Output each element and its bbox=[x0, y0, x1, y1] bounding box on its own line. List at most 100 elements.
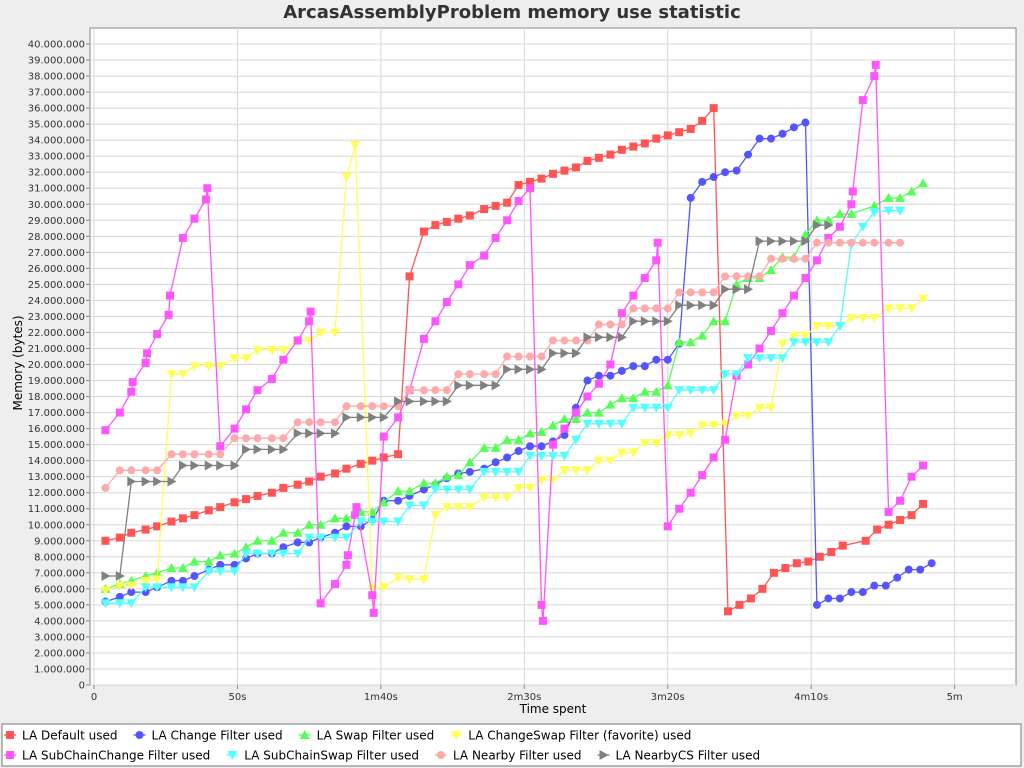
y-tick-label: 28.000.000 bbox=[28, 232, 85, 243]
data-point bbox=[101, 536, 110, 545]
y-tick-label: 2.000.000 bbox=[34, 648, 85, 659]
data-point bbox=[582, 407, 593, 417]
data-point bbox=[189, 583, 200, 593]
data-point bbox=[341, 173, 352, 183]
data-point bbox=[723, 607, 732, 616]
y-tick-label: 23.000.000 bbox=[28, 312, 85, 323]
data-point bbox=[605, 399, 616, 409]
data-point bbox=[628, 448, 639, 458]
data-point bbox=[629, 291, 638, 300]
x-tick-label: 0 bbox=[91, 692, 97, 703]
data-point bbox=[166, 583, 177, 593]
data-point bbox=[811, 338, 822, 348]
data-point bbox=[698, 471, 707, 480]
data-point bbox=[215, 362, 226, 372]
x-axis-label: Time spent bbox=[519, 702, 587, 716]
data-point bbox=[127, 528, 136, 537]
data-point bbox=[229, 354, 240, 364]
data-point bbox=[834, 322, 845, 332]
data-point bbox=[252, 549, 263, 559]
data-point bbox=[216, 450, 225, 459]
data-point bbox=[367, 517, 378, 527]
data-point bbox=[883, 206, 894, 216]
y-tick-label: 15.000.000 bbox=[28, 440, 85, 451]
legend-label: LA SubChainChange Filter used bbox=[22, 749, 210, 763]
data-point bbox=[640, 362, 649, 371]
data-point bbox=[858, 588, 867, 597]
data-point bbox=[919, 499, 928, 508]
data-point bbox=[127, 476, 137, 487]
data-point bbox=[453, 470, 464, 480]
data-point bbox=[490, 493, 501, 503]
data-point bbox=[378, 583, 389, 593]
data-point bbox=[140, 583, 151, 593]
data-point bbox=[330, 469, 339, 478]
data-point bbox=[454, 280, 463, 289]
data-point bbox=[857, 314, 868, 324]
data-point bbox=[292, 549, 303, 559]
data-point bbox=[368, 591, 377, 600]
data-point bbox=[835, 222, 844, 231]
data-point bbox=[788, 338, 799, 348]
data-point bbox=[675, 504, 684, 513]
data-point bbox=[709, 453, 718, 462]
data-point bbox=[242, 495, 251, 504]
data-point bbox=[502, 434, 513, 444]
data-point bbox=[454, 214, 463, 223]
data-point bbox=[378, 497, 389, 507]
data-point bbox=[640, 316, 650, 327]
data-point bbox=[442, 386, 451, 395]
data-point bbox=[559, 466, 570, 476]
data-point bbox=[152, 583, 163, 593]
data-point bbox=[526, 177, 535, 186]
data-point bbox=[605, 419, 616, 429]
data-point bbox=[846, 208, 857, 218]
data-point bbox=[594, 332, 604, 343]
data-point bbox=[189, 362, 200, 372]
data-point bbox=[343, 551, 352, 560]
data-point bbox=[490, 467, 501, 477]
data-point bbox=[316, 472, 325, 481]
y-tick-label: 13.000.000 bbox=[28, 472, 85, 483]
data-point bbox=[606, 332, 616, 343]
data-point bbox=[405, 386, 414, 395]
data-point bbox=[824, 238, 833, 247]
data-point bbox=[242, 405, 251, 414]
data-point bbox=[571, 348, 581, 359]
data-point bbox=[253, 434, 262, 443]
legend-marker bbox=[135, 731, 144, 739]
data-point bbox=[537, 352, 546, 361]
data-point bbox=[721, 168, 730, 177]
data-point bbox=[442, 298, 451, 307]
data-point bbox=[115, 408, 124, 417]
data-point bbox=[216, 442, 225, 451]
data-point bbox=[560, 336, 569, 345]
data-point bbox=[697, 386, 708, 396]
data-point bbox=[709, 300, 719, 311]
data-point bbox=[755, 134, 764, 143]
data-point bbox=[548, 451, 558, 461]
data-point bbox=[746, 594, 755, 603]
data-point bbox=[743, 354, 754, 364]
y-tick-label: 39.000.000 bbox=[28, 56, 85, 67]
data-point bbox=[652, 316, 662, 327]
data-point bbox=[916, 565, 925, 574]
data-point bbox=[479, 442, 490, 452]
data-point bbox=[731, 370, 742, 380]
data-point bbox=[153, 522, 162, 531]
data-point bbox=[480, 380, 490, 391]
series-6 bbox=[100, 206, 906, 609]
data-point bbox=[330, 428, 340, 439]
series-2 bbox=[101, 118, 936, 609]
data-point bbox=[513, 434, 524, 444]
data-point bbox=[465, 370, 474, 379]
data-point bbox=[616, 419, 627, 429]
data-point bbox=[767, 134, 776, 143]
data-point bbox=[203, 556, 214, 566]
series-8 bbox=[101, 220, 834, 582]
y-tick-label: 1.000.000 bbox=[34, 664, 85, 675]
data-point bbox=[709, 173, 718, 182]
data-point bbox=[583, 392, 592, 401]
data-point bbox=[804, 557, 813, 566]
data-point bbox=[266, 549, 277, 559]
